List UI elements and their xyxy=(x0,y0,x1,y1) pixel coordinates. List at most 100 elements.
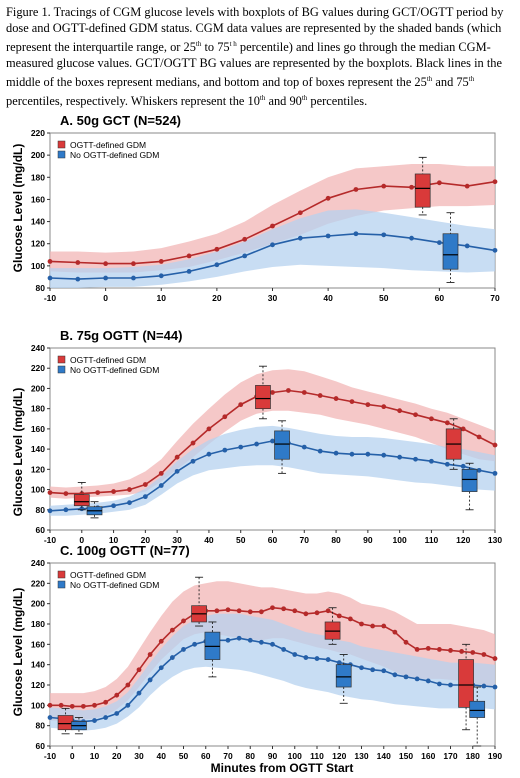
legend-swatch-red xyxy=(57,140,66,149)
median-point-blue xyxy=(225,637,231,643)
median-point-red xyxy=(325,195,331,201)
x-tick-label: 20 xyxy=(141,535,151,545)
y-axis-label-c: Glucose Level (mg/dL) xyxy=(11,588,25,717)
box-blue xyxy=(469,700,486,718)
y-tick-label: 120 xyxy=(31,680,45,690)
legend-label-red: OGTT-defined GDM xyxy=(70,355,146,365)
median-point-blue xyxy=(114,711,120,716)
median-point-blue xyxy=(464,243,470,249)
median-point-red xyxy=(459,649,465,654)
median-point-red xyxy=(186,253,192,259)
median-point-red xyxy=(247,609,253,615)
median-point-blue xyxy=(413,456,418,462)
x-tick-label: 10 xyxy=(109,535,119,545)
y-tick-label: 80 xyxy=(36,505,46,515)
median-point-red xyxy=(425,646,431,651)
median-point-blue xyxy=(436,240,442,246)
caption-sup-1: th xyxy=(195,40,202,48)
panel-title: A. 50g GCT (N=524) xyxy=(60,113,181,128)
box-red xyxy=(458,659,474,708)
y-tick-label: 200 xyxy=(31,150,45,160)
x-tick-label: 100 xyxy=(288,751,302,761)
x-tick-label: 100 xyxy=(393,535,407,545)
x-tick-label: 140 xyxy=(377,751,391,761)
median-point-red xyxy=(314,610,320,616)
median-point-red xyxy=(476,434,482,440)
y-tick-label: 60 xyxy=(36,525,46,535)
y-tick-label: 240 xyxy=(31,343,45,353)
median-point-blue xyxy=(158,665,164,671)
median-point-red xyxy=(127,487,132,492)
legend-swatch-blue xyxy=(57,580,66,589)
y-tick-label: 240 xyxy=(31,558,45,568)
panel-b: B. 75g OGTT (N=44)6080100120140160180200… xyxy=(31,328,503,545)
median-point-red xyxy=(258,609,264,615)
y-tick-label: 100 xyxy=(31,261,45,271)
x-tick-label: 90 xyxy=(268,751,278,761)
box-blue xyxy=(461,468,478,492)
median-point-red xyxy=(403,639,409,645)
median-point-blue xyxy=(169,655,175,660)
median-point-red xyxy=(414,647,420,652)
median-point-red xyxy=(147,652,153,657)
median-point-red xyxy=(238,402,244,408)
median-point-blue xyxy=(238,444,244,450)
median-point-red xyxy=(169,627,175,633)
x-tick-label: 60 xyxy=(268,535,278,545)
y-tick-label: 160 xyxy=(31,424,45,434)
x-tick-label: 70 xyxy=(300,535,310,545)
median-point-red xyxy=(397,408,403,414)
y-tick-label: 160 xyxy=(31,639,45,649)
y-tick-label: 80 xyxy=(36,283,46,293)
x-tick-label: 120 xyxy=(456,535,470,545)
median-point-blue xyxy=(381,232,387,238)
median-point-red xyxy=(58,702,64,708)
median-point-blue xyxy=(192,641,198,647)
median-point-red xyxy=(436,647,442,652)
x-tick-label: 130 xyxy=(354,751,368,761)
median-point-blue xyxy=(292,652,298,657)
x-tick-label: 50 xyxy=(236,535,246,545)
median-point-blue xyxy=(492,247,498,253)
median-point-blue xyxy=(158,273,164,279)
median-point-red xyxy=(158,638,164,644)
median-point-blue xyxy=(460,463,466,469)
median-point-red xyxy=(297,210,303,216)
median-point-blue xyxy=(127,500,132,506)
median-point-red xyxy=(270,605,275,611)
box-blue xyxy=(335,664,352,688)
median-point-blue xyxy=(92,718,97,723)
median-point-blue xyxy=(270,438,275,444)
median-point-blue xyxy=(174,468,180,474)
y-tick-label: 100 xyxy=(31,700,45,710)
median-point-red xyxy=(206,426,212,432)
median-point-red xyxy=(303,611,309,617)
y-tick-label: 80 xyxy=(36,721,46,731)
median-point-red xyxy=(242,236,248,242)
median-point-blue xyxy=(142,494,148,500)
caption-text-7: percentiles. xyxy=(307,94,368,109)
median-point-blue xyxy=(444,461,450,467)
x-tick-label: 0 xyxy=(70,751,75,761)
median-point-red xyxy=(158,470,164,476)
median-point-red xyxy=(370,623,376,629)
median-point-blue xyxy=(317,448,323,454)
median-point-red xyxy=(413,412,418,418)
median-point-blue xyxy=(236,635,242,641)
median-point-blue xyxy=(349,451,355,457)
median-point-red xyxy=(481,652,487,657)
legend-label-blue: No OGTT-defined GDM xyxy=(70,150,159,160)
x-tick-label: 50 xyxy=(179,751,189,761)
median-point-blue xyxy=(75,276,81,282)
median-point-blue xyxy=(125,702,131,708)
caption-sup-3: th xyxy=(426,75,433,84)
x-tick-label: 20 xyxy=(212,293,222,303)
median-point-red xyxy=(103,699,109,705)
caption-text-1: Figure 1. Tracings of CGM glucose levels… xyxy=(6,5,504,55)
median-point-red xyxy=(47,702,53,708)
caption-text-5: percentiles, respectively. Whiskers repr… xyxy=(6,94,260,109)
median-point-blue xyxy=(303,655,309,660)
box-blue xyxy=(274,430,290,460)
median-point-red xyxy=(103,261,109,267)
